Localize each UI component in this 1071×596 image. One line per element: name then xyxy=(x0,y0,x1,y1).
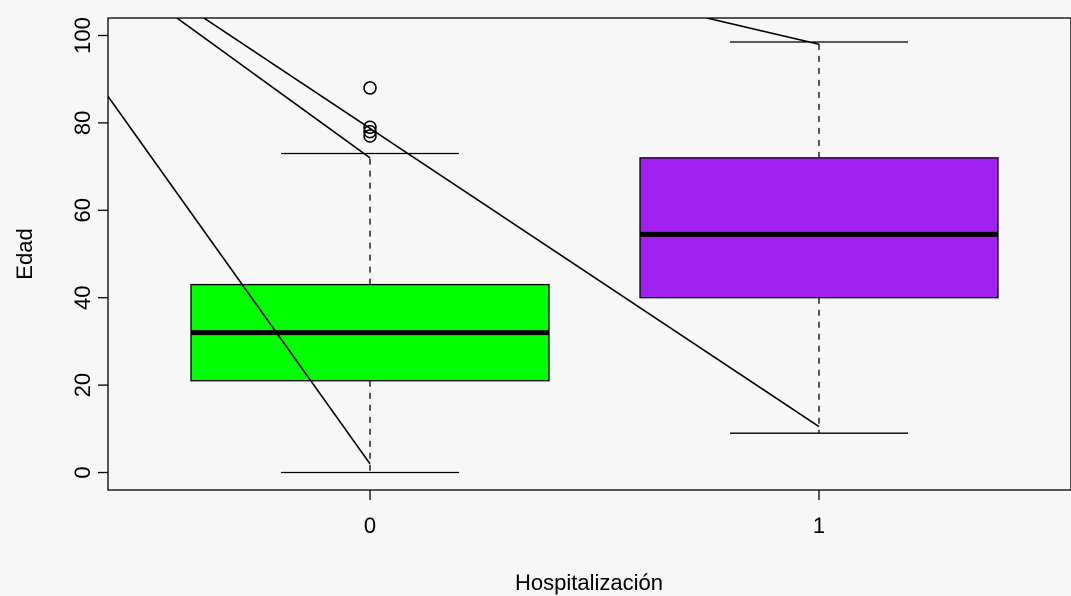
y-axis-label: Edad xyxy=(12,228,37,279)
plot-frame xyxy=(107,17,1071,491)
outlier-point xyxy=(363,129,377,143)
overlay-line-4 xyxy=(706,18,820,46)
axes: 0 20 40 60 80 100 0 1 xyxy=(70,17,1071,538)
overlay-line-3 xyxy=(203,18,820,428)
overlay-line-2 xyxy=(176,18,371,159)
x-axis-label: Hospitalización xyxy=(515,570,663,595)
y-tick-label: 100 xyxy=(70,17,95,54)
y-tick-label: 40 xyxy=(70,285,95,309)
plot-area xyxy=(108,18,999,474)
y-tick-label: 60 xyxy=(70,198,95,222)
outlier-point xyxy=(363,120,377,135)
overlay-line-1 xyxy=(108,94,371,465)
box-1 xyxy=(639,157,999,299)
x-tick-label: 0 xyxy=(364,513,376,538)
box-group-1 xyxy=(639,41,999,434)
y-tick-label: 0 xyxy=(70,466,95,478)
x-tick-label: 1 xyxy=(813,513,825,538)
overlay-lines xyxy=(108,18,820,465)
y-tick-label: 80 xyxy=(70,111,95,135)
outlier-point xyxy=(363,81,377,95)
box-group-0 xyxy=(190,81,550,474)
y-tick-label: 20 xyxy=(70,373,95,397)
